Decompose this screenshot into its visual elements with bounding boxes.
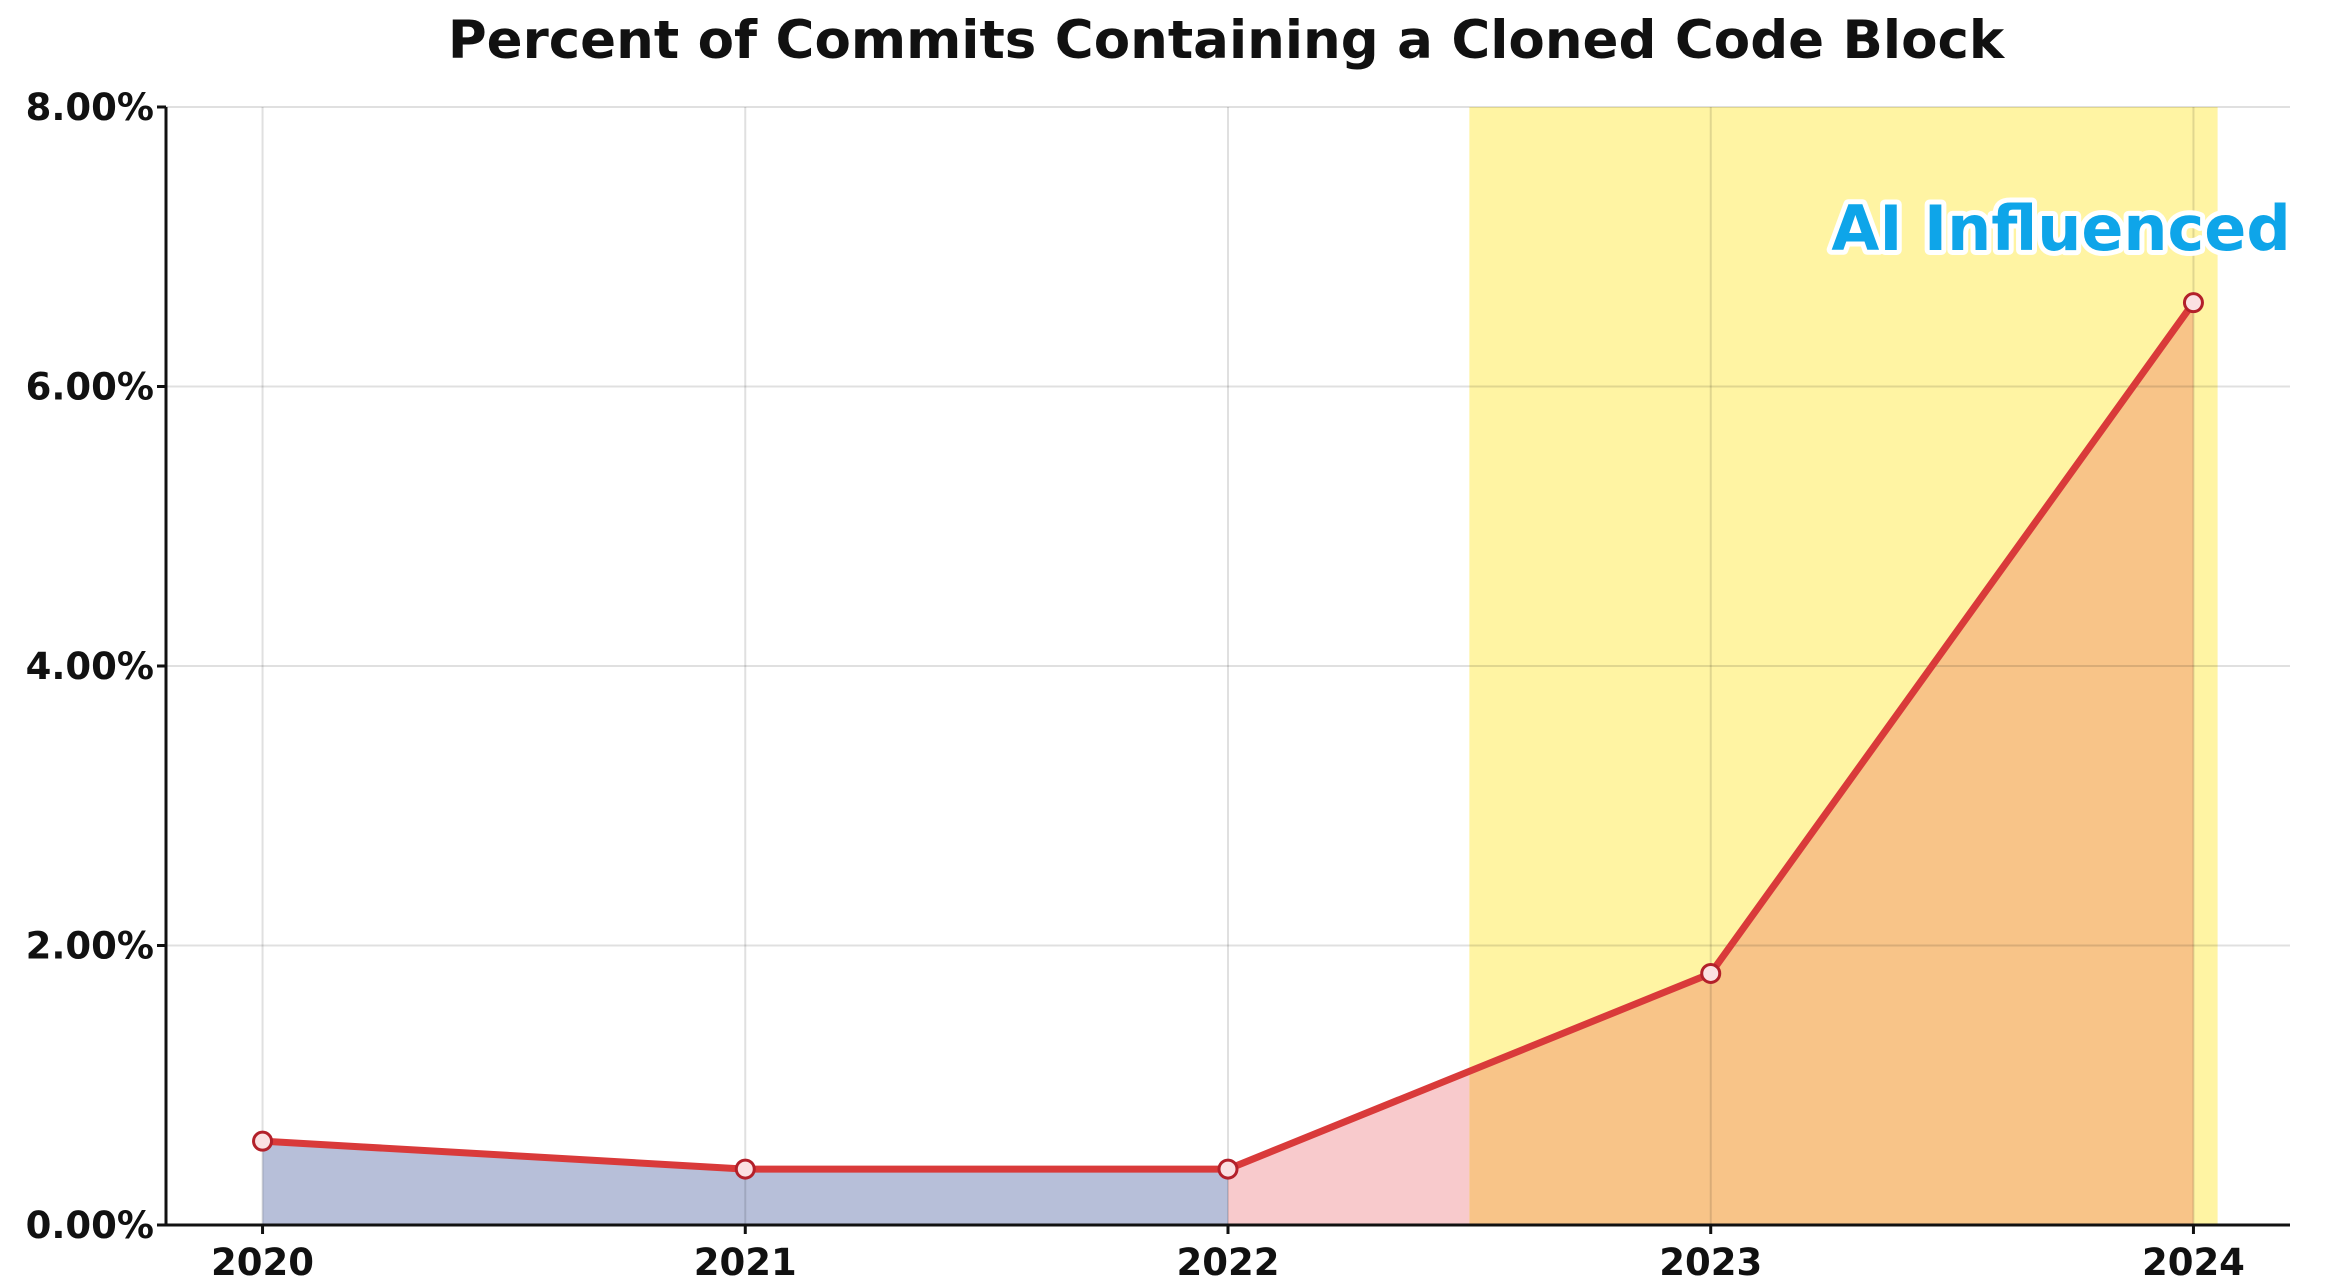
y-tick-label-3: 6.00% [26, 366, 154, 409]
data-point-2021 [734, 1158, 756, 1180]
x-tick-label-2023: 2023 [1659, 1241, 1762, 1280]
data-point-2024 [2182, 292, 2204, 314]
x-tick-label-2022: 2022 [1177, 1241, 1280, 1280]
area-fill-overlap-1 [1469, 302, 2194, 1225]
area-fill-layer [262, 302, 2194, 1225]
data-point-2023 [1700, 962, 1722, 984]
data-point-2020 [252, 1130, 274, 1152]
ai-influenced-annotation: AI Influenced [1831, 192, 2290, 265]
x-tick-label-2021: 2021 [694, 1241, 797, 1280]
area-fill-segment-0 [262, 1141, 1229, 1225]
chart-title: Percent of Commits Containing a Cloned C… [448, 10, 2006, 71]
y-tick-label-2: 4.00% [26, 645, 154, 688]
y-tick-label-0: 0.00% [26, 1204, 154, 1247]
x-tick-label-2020: 2020 [211, 1241, 314, 1280]
data-points-layer [252, 292, 2204, 1180]
y-tick-label-4: 8.00% [26, 86, 154, 129]
axes-layer [157, 105, 2290, 1234]
y-tick-label-1: 2.00% [26, 925, 154, 968]
area-fill-segment-1 [1228, 1071, 1470, 1225]
tick-labels-layer: 0.00% 2.00% 4.00% 6.00% 8.00% 2020 2021 2022 202… [26, 86, 2245, 1280]
x-tick-label-2024: 2024 [2142, 1241, 2245, 1280]
data-point-2022 [1217, 1158, 1239, 1180]
